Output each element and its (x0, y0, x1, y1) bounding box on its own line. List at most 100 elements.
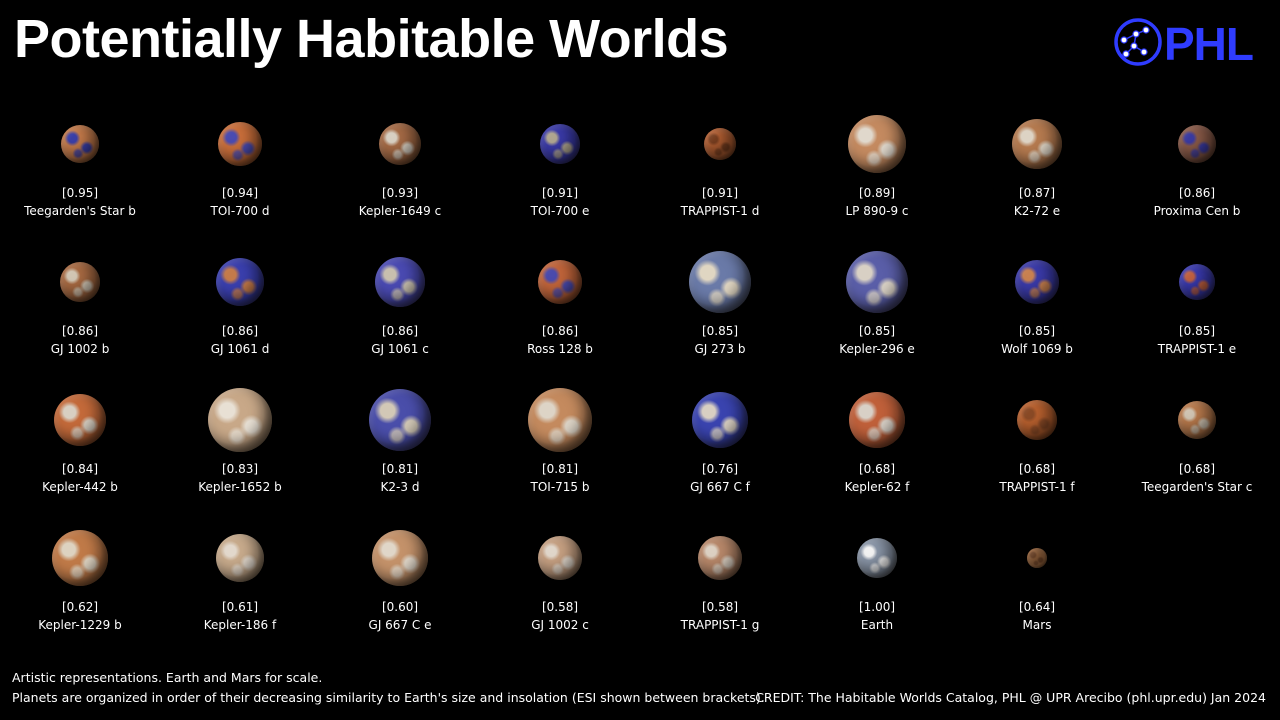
phl-logo: PHL (1112, 14, 1268, 74)
footer-line-2: Planets are organized in order of their … (12, 690, 765, 705)
planet-image (379, 123, 421, 165)
planet-esi: [0.85] (1018, 324, 1056, 338)
planet-image (1012, 119, 1062, 169)
planet-esi: [0.86] (541, 324, 579, 338)
planet-card: [0.62] Kepler-1229 b (0, 522, 160, 660)
planet-card: [0.91] TOI-700 e (480, 108, 640, 246)
planet-image-area (640, 522, 800, 594)
planet-image (540, 124, 580, 164)
planet-esi: [0.91] (701, 186, 739, 200)
planet-esi: [0.60] (381, 600, 419, 614)
planet-name: GJ 273 b (694, 342, 746, 356)
planet-image (218, 122, 262, 166)
planet-image (52, 530, 108, 586)
page-title: Potentially Habitable Worlds (14, 9, 729, 69)
planet-image (216, 258, 264, 306)
planet-image-area (0, 246, 160, 318)
planet-name: TRAPPIST-1 d (680, 204, 760, 218)
planet-card: [0.85] Kepler-296 e (797, 246, 957, 384)
planet-image-area (0, 522, 160, 594)
planet-name: Kepler-186 f (203, 618, 277, 632)
planet-card: [0.64] Mars (957, 522, 1117, 660)
planet-card: [0.94] TOI-700 d (160, 108, 320, 246)
planet-image (1179, 264, 1215, 300)
planet-image-area (1117, 246, 1277, 318)
planet-name: GJ 1002 c (531, 618, 589, 632)
planet-image-area (640, 246, 800, 318)
planet-card: [0.95] Teegarden's Star b (0, 108, 160, 246)
planet-esi: [0.87] (1018, 186, 1056, 200)
planet-card: [0.81] K2-3 d (320, 384, 480, 522)
planet-esi: [0.84] (61, 462, 99, 476)
planet-name: K2-3 d (380, 480, 420, 494)
planet-image-area (640, 384, 800, 456)
planet-card: [0.76] GJ 667 C f (640, 384, 800, 522)
planet-esi: [0.86] (381, 324, 419, 338)
planet-image-area (1117, 108, 1277, 180)
footer-credit: CREDIT: The Habitable Worlds Catalog, PH… (755, 690, 1266, 705)
planet-image-area (957, 384, 1117, 456)
planet-name: Mars (1022, 618, 1052, 632)
planet-row: [0.86] GJ 1002 b [0.86] GJ 1061 d [0.86] GJ 1… (0, 246, 1280, 384)
planet-image (1178, 125, 1216, 163)
planet-name: Proxima Cen b (1153, 204, 1241, 218)
planet-esi: [0.76] (701, 462, 739, 476)
planet-image (369, 389, 431, 451)
planet-esi: [0.62] (61, 600, 99, 614)
planet-esi: [0.95] (61, 186, 99, 200)
planet-card: [0.68] Kepler-62 f (797, 384, 957, 522)
planet-image (372, 530, 428, 586)
planet-name: TOI-700 e (530, 204, 590, 218)
planet-esi: [0.85] (701, 324, 739, 338)
planet-name: Wolf 1069 b (1001, 342, 1073, 356)
planet-image-area (160, 522, 320, 594)
planet-image (1017, 400, 1057, 440)
planet-name: Teegarden's Star c (1141, 480, 1253, 494)
planet-card: [0.86] Ross 128 b (480, 246, 640, 384)
planet-image-area (160, 246, 320, 318)
planet-image (1178, 401, 1216, 439)
planet-image-area (320, 246, 480, 318)
planet-image (538, 536, 582, 580)
planet-image (375, 257, 425, 307)
planet-name: TRAPPIST-1 e (1157, 342, 1237, 356)
planet-card: [0.61] Kepler-186 f (160, 522, 320, 660)
planet-image (538, 260, 582, 304)
planet-card: [0.68] Teegarden's Star c (1117, 384, 1277, 522)
planet-esi: [1.00] (858, 600, 896, 614)
planet-name: TRAPPIST-1 f (999, 480, 1075, 494)
planet-image-area (1117, 384, 1277, 456)
planet-esi: [0.94] (221, 186, 259, 200)
planet-name: Earth (860, 618, 894, 632)
planet-image-area (797, 384, 957, 456)
planet-image-area (0, 108, 160, 180)
planet-card: [0.58] TRAPPIST-1 g (640, 522, 800, 660)
footer-line-1: Artistic representations. Earth and Mars… (12, 670, 323, 685)
planet-esi: [0.83] (221, 462, 259, 476)
planet-name: Kepler-62 f (844, 480, 910, 494)
planet-image (208, 388, 272, 452)
planet-name: LP 890-9 c (845, 204, 909, 218)
planet-image-area (797, 522, 957, 594)
logo-text: PHL (1164, 18, 1254, 70)
planet-name: Ross 128 b (527, 342, 593, 356)
planet-row: [0.95] Teegarden's Star b [0.94] TOI-700 d[… (0, 108, 1280, 246)
planet-image (692, 392, 748, 448)
constellation-icon (1114, 18, 1162, 66)
planet-image-area (320, 108, 480, 180)
planet-esi: [0.68] (1018, 462, 1056, 476)
planet-card: [0.85] GJ 273 b (640, 246, 800, 384)
planet-name: Kepler-1652 b (198, 480, 282, 494)
planet-image (857, 538, 897, 578)
planet-image-area (480, 384, 640, 456)
planet-esi: [0.81] (381, 462, 419, 476)
planet-esi: [0.91] (541, 186, 579, 200)
planet-image (848, 115, 906, 173)
planet-image (704, 128, 736, 160)
footer-notes: Artistic representations. Earth and Mars… (12, 668, 765, 708)
planet-row: [0.62] Kepler-1229 b [0.61] Kepler-186 f [0.… (0, 522, 1280, 660)
planet-name: K2-72 e (1013, 204, 1061, 218)
planet-image-area (160, 384, 320, 456)
planet-name: Kepler-1649 c (358, 204, 442, 218)
planet-name: TOI-715 b (530, 480, 590, 494)
